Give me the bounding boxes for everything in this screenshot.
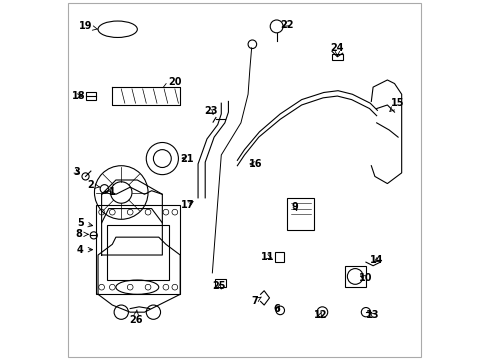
- Bar: [96, 205, 180, 294]
- Text: 12: 12: [313, 310, 326, 320]
- Text: 13: 13: [366, 310, 379, 320]
- Text: 5: 5: [77, 218, 92, 228]
- Text: 21: 21: [180, 154, 194, 163]
- Text: 22: 22: [279, 19, 293, 30]
- Text: 2: 2: [87, 180, 99, 190]
- Bar: [85, 93, 95, 100]
- Text: 23: 23: [203, 107, 217, 116]
- Text: 7: 7: [251, 296, 261, 306]
- Text: 11: 11: [261, 252, 274, 262]
- Text: 24: 24: [330, 43, 344, 56]
- Text: 20: 20: [163, 77, 181, 87]
- Text: 26: 26: [128, 310, 142, 325]
- Bar: [287, 198, 313, 230]
- Text: 17: 17: [180, 200, 194, 210]
- Text: 19: 19: [79, 21, 98, 31]
- Text: 15: 15: [389, 98, 404, 112]
- Text: 3: 3: [73, 167, 80, 177]
- Text: 10: 10: [359, 273, 372, 283]
- Bar: [274, 252, 283, 262]
- Bar: [107, 225, 169, 280]
- Text: 14: 14: [369, 255, 383, 265]
- Text: 8: 8: [75, 229, 88, 239]
- Bar: [215, 279, 225, 287]
- Text: 9: 9: [291, 202, 298, 212]
- Text: 25: 25: [212, 282, 226, 292]
- Text: 1: 1: [105, 187, 116, 197]
- Text: 18: 18: [71, 91, 85, 101]
- Bar: [331, 54, 342, 60]
- Text: 6: 6: [273, 304, 280, 314]
- Text: 16: 16: [248, 159, 262, 169]
- Bar: [344, 266, 365, 287]
- Text: 4: 4: [77, 245, 92, 255]
